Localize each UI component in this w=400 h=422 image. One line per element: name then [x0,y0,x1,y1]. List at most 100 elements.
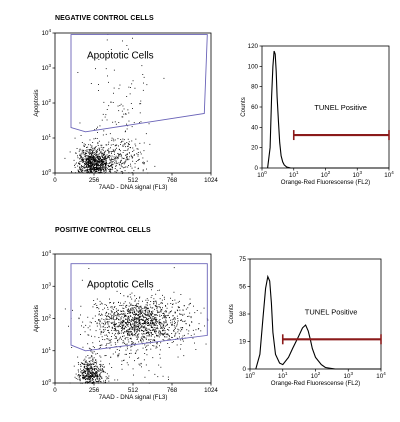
event-dot-main [95,160,97,162]
event-dot-apoptotic-band [182,339,184,341]
event-dot-lower [84,366,86,368]
event-dot-apoptotic-band [173,330,175,332]
event-dot-apoptotic-band [159,289,160,291]
event-dot-apoptotic-band [114,334,115,336]
event-dot-apoptotic-band [130,325,132,327]
event-dot-lower [87,372,89,374]
event-dot-tail [115,157,117,159]
event-dot-apoptotic-band [107,323,109,325]
event-dot-apoptotic [122,105,124,107]
event-dot-apoptotic-band [160,322,162,323]
event-dot-main [100,152,102,154]
event-dot-apoptotic [114,121,116,123]
event-dot-apoptotic-band [156,307,158,309]
event-dot-main [85,164,86,165]
event-dot-apoptotic-band [143,307,145,309]
event-dot-lower [87,355,89,356]
event-dot-lower [85,369,87,371]
event-dot-apoptotic-band [149,310,150,312]
event-dot-apoptotic-band [116,314,118,315]
event-dot-tail [111,169,113,171]
event-dot-apoptotic-band [189,325,191,327]
event-dot-tail [127,148,129,150]
event-dot-apoptotic-band [134,318,136,320]
event-dot-tail [120,154,122,155]
event-dot-lower [87,370,89,372]
event-dot-lower [91,351,93,353]
event-dot-main [89,162,91,163]
event-dot-apoptotic-band [150,316,152,318]
event-dot-scatter [152,307,154,309]
y-tick-label: 102 [42,98,52,107]
event-dot-scatter [117,340,119,341]
event-dot-scatter [132,368,134,370]
event-dot-main [88,144,90,146]
event-dot-apoptotic-band [140,315,142,317]
event-dot-apoptotic-band [153,302,155,304]
event-dot-lower [89,379,91,381]
event-dot-apoptotic-band [130,322,131,324]
event-dot-main [104,169,106,171]
event-dot-apoptotic-band [106,334,107,336]
event-dot-apoptotic-band [163,317,165,319]
event-dot-lower [96,373,98,375]
event-dot-lower [104,371,106,373]
event-dot-tail [131,156,133,158]
event-dot-tail [120,154,122,156]
event-dot-main [106,163,108,164]
event-dot-apoptotic-band [145,321,146,323]
event-dot-tail [131,157,133,159]
event-dot-scatter [125,331,127,333]
event-dot-main [100,158,102,160]
event-dot-tail [109,170,111,172]
event-dot-scatter [144,376,146,378]
event-dot-main [93,162,95,164]
event-dot-main [105,163,107,165]
event-dot-main [101,149,103,151]
event-dot-main [80,156,81,158]
event-dot-apoptotic [109,133,111,135]
event-dot-apoptotic-band [163,323,165,325]
event-dot-apoptotic-band [112,308,114,310]
event-dot-apoptotic-band [203,307,205,309]
event-dot-apoptotic-band [182,335,184,337]
y-tick-label: 104 [42,249,52,258]
event-dot-tail [95,169,97,170]
event-dot-main [94,147,95,149]
event-dot-apoptotic-band [153,316,155,318]
event-dot-apoptotic-band [118,324,120,326]
event-dot-apoptotic-band [124,328,125,330]
event-dot-apoptotic-band [146,317,147,319]
event-dot-apoptotic-band [129,338,131,339]
event-dot-main [86,158,88,160]
event-dot-apoptotic-band [155,324,157,326]
event-dot-apoptotic-band [190,302,191,304]
event-dot-apoptotic-band [164,314,165,316]
event-dot-apoptotic-band [108,321,110,323]
event-dot-apoptotic-band [139,297,140,299]
event-dot-tail [88,156,90,157]
event-dot-apoptotic-band [168,329,170,331]
event-dot-apoptotic-band [128,318,130,320]
event-dot-apoptotic-band [179,336,180,338]
event-dot-main [80,170,82,172]
event-dot-apoptotic-band [154,327,156,329]
event-dot-lower [89,380,91,382]
event-dot-apoptotic-band [181,319,182,321]
event-dot-apoptotic-band [118,353,120,355]
event-dot-apoptotic-band [134,299,136,301]
event-dot-apoptotic [110,101,112,103]
event-dot-apoptotic-band [137,334,139,336]
event-dot-scatter [167,339,169,341]
event-dot-scatter [152,345,154,346]
event-dot-main [87,155,89,157]
event-dot-lower [90,376,92,377]
event-dot-apoptotic-band [127,319,128,321]
event-dot-apoptotic [89,139,91,141]
event-dot-lower [87,381,89,382]
event-dot-apoptotic-band [114,319,116,321]
event-dot-apoptotic-band [151,311,152,312]
event-dot-lower [87,368,89,369]
event-dot-apoptotic-band [138,308,140,310]
event-dot-main [85,150,87,152]
